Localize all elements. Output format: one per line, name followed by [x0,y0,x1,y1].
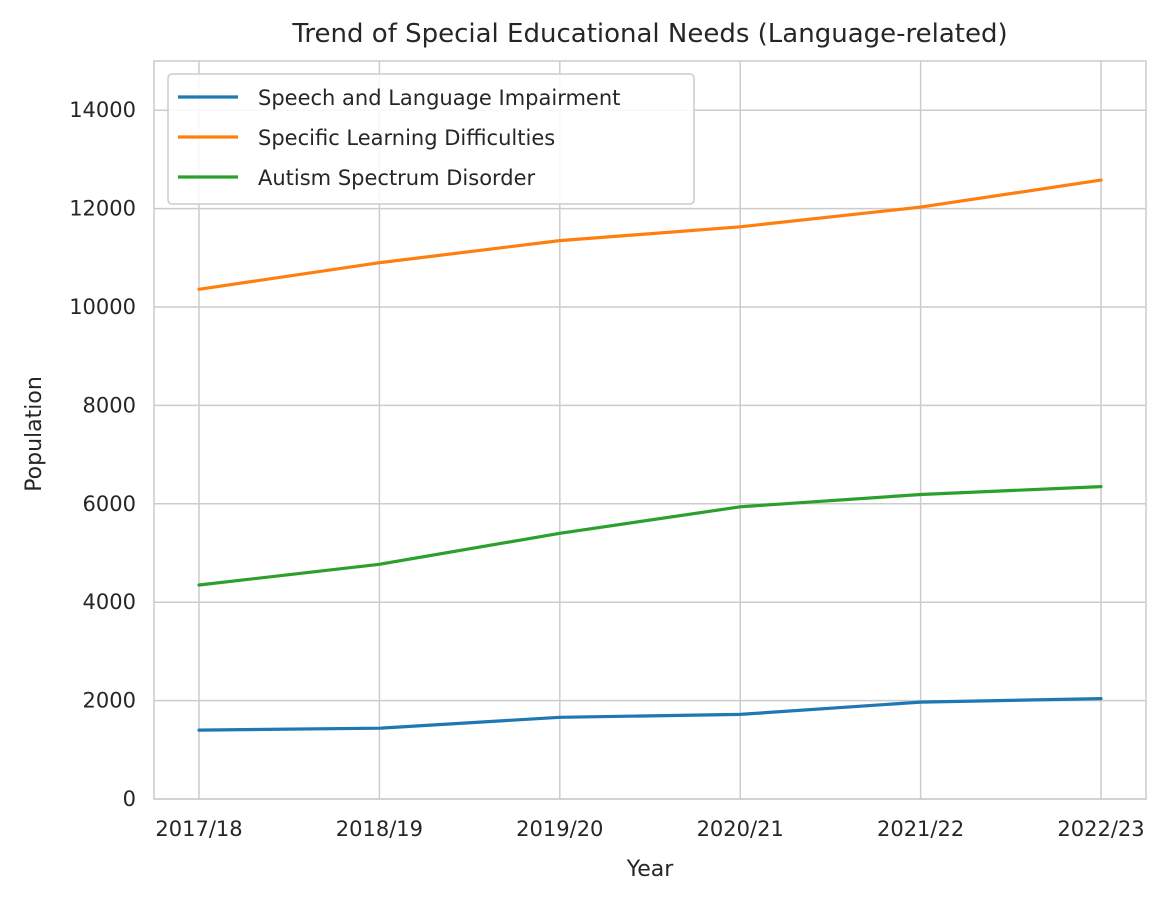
legend-label: Speech and Language Impairment [258,86,620,110]
series-line-autism-spectrum-disorder [197,485,1103,587]
x-tick-label: 2020/21 [697,817,784,841]
y-tick-label: 6000 [83,492,136,516]
x-tick-label: 2019/20 [516,817,603,841]
y-tick-label: 4000 [83,590,136,614]
x-tick-label: 2021/22 [877,817,964,841]
legend-label: Autism Spectrum Disorder [258,166,536,190]
series-lines [197,178,1103,732]
y-tick-label: 10000 [69,295,136,319]
chart-title: Trend of Special Educational Needs (Lang… [291,19,1007,49]
legend-label: Specific Learning Difficulties [258,126,555,150]
y-tick-label: 14000 [69,98,136,122]
x-tick-label: 2017/18 [155,817,242,841]
y-tick-label: 2000 [83,689,136,713]
legend: Speech and Language Impairment Specific L… [167,73,695,205]
x-tick-label: 2022/23 [1057,817,1144,841]
legend-frame [167,73,695,205]
y-tick-label: 12000 [69,197,136,221]
y-tick-label: 8000 [83,393,136,417]
series-line-specific-learning-difficulties [197,178,1103,291]
y-axis-title: Population [22,376,47,492]
series-line-speech-and-language-impairment [197,696,1103,732]
y-tick-label: 0 [123,787,136,811]
x-axis-title: Year [626,857,675,882]
plot-area-frame [153,60,1147,800]
x-tick-label: 2018/19 [336,817,423,841]
legend-items: Speech and Language Impairment Specific L… [178,86,620,190]
axis-ticks: 0 2000 4000 6000 8000 10000 12000 14000 2017/18 2… [69,98,1144,841]
